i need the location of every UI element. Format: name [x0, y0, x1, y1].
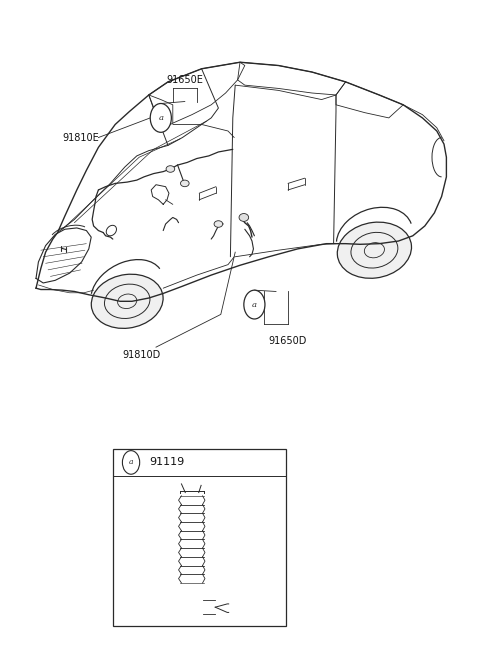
Ellipse shape	[337, 222, 411, 278]
Ellipse shape	[180, 180, 189, 187]
Text: a: a	[158, 114, 163, 122]
Text: 91810D: 91810D	[122, 350, 161, 360]
Text: a: a	[129, 458, 133, 466]
Ellipse shape	[214, 221, 223, 227]
Circle shape	[244, 290, 265, 319]
Text: a: a	[252, 301, 257, 309]
FancyBboxPatch shape	[113, 449, 286, 626]
Circle shape	[122, 451, 140, 474]
Ellipse shape	[91, 274, 163, 328]
Ellipse shape	[239, 214, 249, 221]
Circle shape	[150, 103, 171, 132]
Text: 91650E: 91650E	[167, 75, 203, 85]
Text: 91810E: 91810E	[62, 132, 99, 143]
Text: 91119: 91119	[149, 457, 184, 468]
Ellipse shape	[166, 166, 175, 172]
Text: 91650D: 91650D	[269, 335, 307, 346]
